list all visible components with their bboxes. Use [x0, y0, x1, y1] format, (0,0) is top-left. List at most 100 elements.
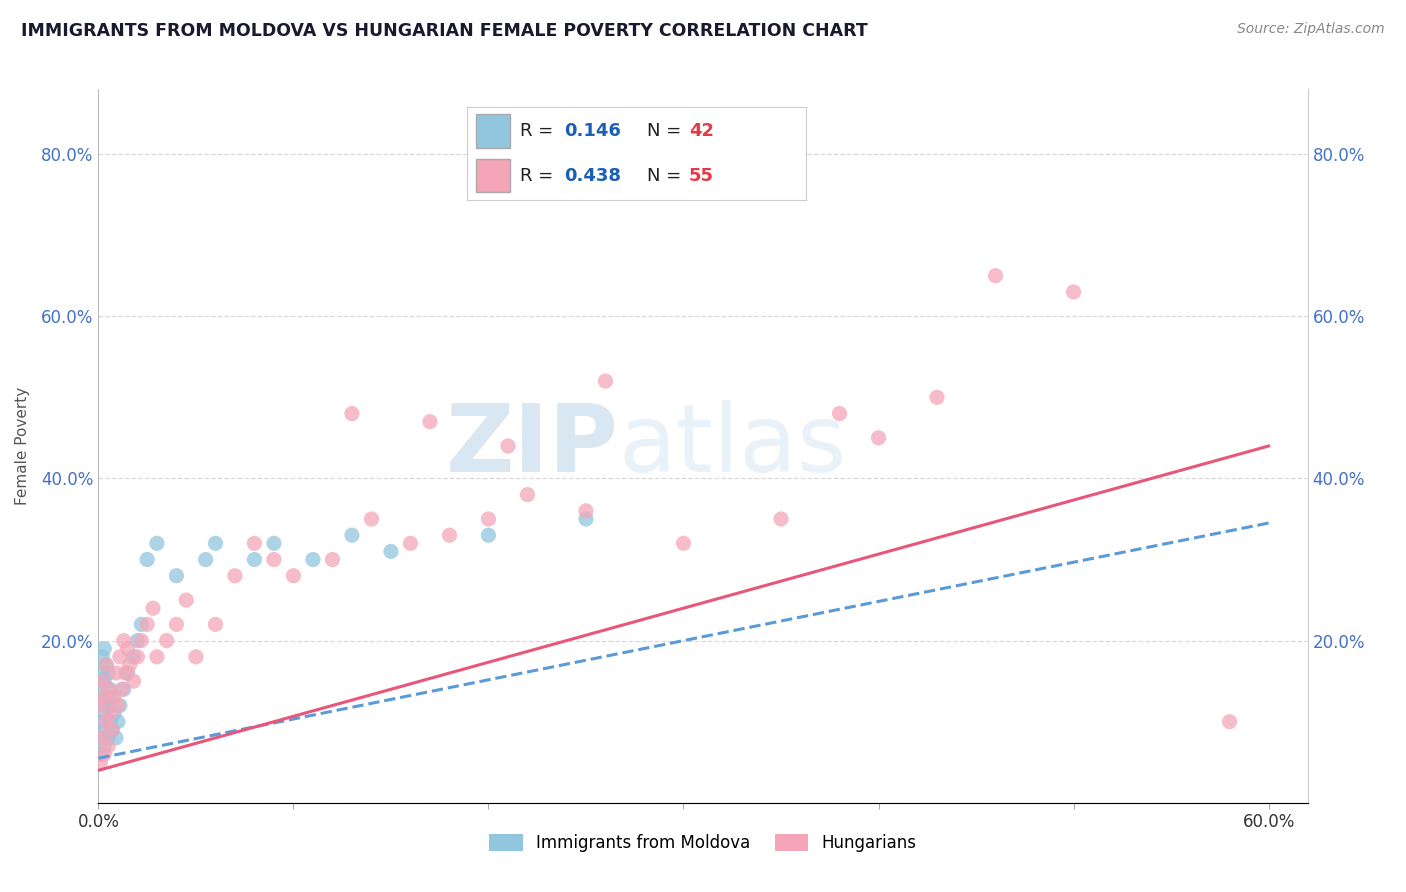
Point [165, 617, 187, 632]
Point [108, 698, 131, 713]
Point [243, 536, 266, 550]
Point [419, 415, 441, 429]
Point [89, 682, 111, 697]
Point [112, 682, 135, 697]
Point [263, 552, 285, 566]
Point [595, 374, 617, 388]
Point [101, 690, 124, 705]
Point [477, 528, 499, 542]
Point [96, 723, 118, 737]
Point [91, 649, 114, 664]
Point [89, 756, 111, 770]
Point [122, 649, 145, 664]
Point [174, 593, 197, 607]
Point [380, 544, 402, 558]
Point [97, 682, 120, 697]
Point [1063, 285, 1085, 299]
Point [89, 698, 111, 713]
Point [104, 731, 127, 745]
Point [769, 512, 792, 526]
Point [136, 617, 159, 632]
Point [127, 633, 149, 648]
Point [243, 552, 266, 566]
Point [91, 698, 114, 713]
Point [93, 674, 115, 689]
Point [101, 723, 124, 737]
Point [91, 666, 114, 681]
Point [165, 568, 187, 582]
Point [93, 747, 115, 761]
Point [107, 714, 129, 729]
Point [104, 666, 127, 681]
Text: Source: ZipAtlas.com: Source: ZipAtlas.com [1237, 22, 1385, 37]
Point [103, 690, 125, 705]
Point [131, 633, 153, 648]
Point [108, 649, 131, 664]
Point [146, 536, 169, 550]
Point [97, 666, 120, 681]
Point [136, 552, 159, 566]
Point [142, 601, 165, 615]
Text: ZIP: ZIP [446, 400, 619, 492]
Point [97, 739, 120, 753]
Point [93, 739, 115, 753]
Point [122, 674, 145, 689]
Point [98, 706, 121, 721]
Point [194, 552, 217, 566]
Point [101, 723, 124, 737]
Y-axis label: Female Poverty: Female Poverty [15, 387, 30, 505]
Point [89, 747, 111, 761]
Point [91, 731, 114, 745]
Legend: Immigrants from Moldova, Hungarians: Immigrants from Moldova, Hungarians [482, 827, 924, 859]
Point [127, 649, 149, 664]
Point [96, 690, 118, 705]
Point [204, 536, 226, 550]
Point [131, 617, 153, 632]
Point [103, 706, 125, 721]
Point [93, 641, 115, 656]
Point [118, 657, 141, 672]
Point [96, 657, 118, 672]
Point [868, 431, 890, 445]
Point [302, 552, 325, 566]
Point [117, 666, 139, 681]
Point [672, 536, 695, 550]
Point [107, 698, 129, 713]
Point [146, 649, 169, 664]
Point [496, 439, 519, 453]
Point [575, 512, 598, 526]
Point [340, 528, 363, 542]
Point [828, 407, 851, 421]
Point [360, 512, 382, 526]
Point [439, 528, 461, 542]
Point [283, 568, 305, 582]
Point [91, 731, 114, 745]
Point [112, 633, 135, 648]
Point [184, 649, 207, 664]
Text: IMMIGRANTS FROM MOLDOVA VS HUNGARIAN FEMALE POVERTY CORRELATION CHART: IMMIGRANTS FROM MOLDOVA VS HUNGARIAN FEM… [21, 22, 868, 40]
Point [93, 706, 115, 721]
Text: atlas: atlas [619, 400, 846, 492]
Point [93, 690, 115, 705]
Point [477, 512, 499, 526]
Point [340, 407, 363, 421]
Point [321, 552, 343, 566]
Point [91, 674, 114, 689]
Point [111, 682, 134, 697]
Point [114, 666, 136, 681]
Point [96, 657, 118, 672]
Point [516, 488, 538, 502]
Point [204, 617, 226, 632]
Point [263, 536, 285, 550]
Point [575, 504, 598, 518]
Point [925, 390, 948, 404]
Point [97, 731, 120, 745]
Point [984, 268, 1007, 283]
Point [98, 714, 121, 729]
Point [89, 714, 111, 729]
Point [98, 682, 121, 697]
Point [117, 641, 139, 656]
Point [97, 698, 120, 713]
Point [224, 568, 246, 582]
Point [399, 536, 422, 550]
